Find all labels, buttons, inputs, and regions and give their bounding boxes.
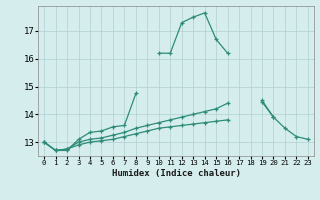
X-axis label: Humidex (Indice chaleur): Humidex (Indice chaleur) bbox=[111, 169, 241, 178]
